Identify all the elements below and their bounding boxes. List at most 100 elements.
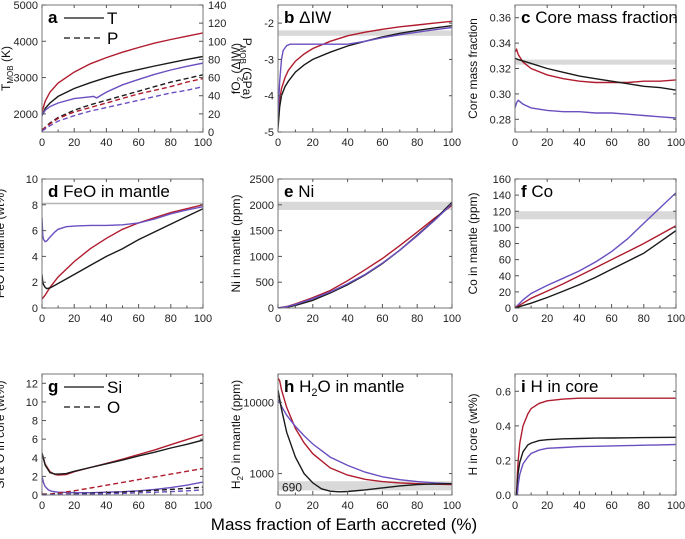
x-tick-label: 20 xyxy=(541,137,553,149)
series-line-red xyxy=(515,47,676,84)
series-line-purple xyxy=(42,206,203,243)
x-tick-label: 40 xyxy=(100,137,112,149)
y2-tick-label: 120 xyxy=(208,18,226,30)
y-tick-label: 6 xyxy=(32,434,38,446)
x-tick-label: 60 xyxy=(132,500,144,512)
y-tick-label: 160 xyxy=(493,174,511,186)
y2-tick-label: 60 xyxy=(208,73,220,85)
x-tick-label: 0 xyxy=(39,500,45,512)
y2-tick-label: 40 xyxy=(208,91,220,103)
y-axis-label: Core mass fraction xyxy=(466,18,480,119)
series-line-o-purple xyxy=(42,489,203,495)
series-line-black xyxy=(515,57,676,91)
legend-label-t: T xyxy=(107,9,117,28)
y-tick-label: 0 xyxy=(32,303,38,315)
y2-tick-label: 140 xyxy=(208,0,226,12)
y-tick-label: 2500 xyxy=(250,174,274,186)
x-tick-label: 20 xyxy=(68,313,80,325)
series-line-purple xyxy=(278,26,452,114)
y-tick-label: -2 xyxy=(264,18,274,30)
x-tick-label: 40 xyxy=(573,137,585,149)
y-tick-label: 0 xyxy=(268,303,274,315)
series-line-p-black xyxy=(42,74,203,131)
series-line-o-black xyxy=(42,486,203,495)
x-tick-label: 40 xyxy=(100,500,112,512)
panel-a: 0 20 40 60 80 100 2000 3000 4000 5000 0 20 40 60 80 100… xyxy=(0,0,254,149)
y-tick-label: 0.36 xyxy=(490,13,511,25)
series-line-black xyxy=(515,230,676,308)
panel-title: g xyxy=(48,377,58,396)
x-tick-label: 80 xyxy=(165,500,177,512)
x-tick-label: 100 xyxy=(443,313,461,325)
panel-title: e Ni xyxy=(284,182,314,201)
reference-band xyxy=(278,30,452,36)
y2-tick-label: 80 xyxy=(208,54,220,66)
x-tick-label: 60 xyxy=(132,137,144,149)
panel-title: d FeO in mantle xyxy=(48,182,170,201)
y2-tick-label: 0 xyxy=(208,127,214,139)
panel-title: b ΔIW xyxy=(284,8,331,27)
band-annotation: 690 xyxy=(282,480,302,494)
y-tick-label: 10000 xyxy=(243,397,274,409)
y-axis-label: FeO in mantle (wt%) xyxy=(0,189,7,298)
y-tick-label: 0.2 xyxy=(496,455,511,467)
shared-x-axis-label: Mass fraction of Earth accreted (%) xyxy=(211,515,477,534)
x-tick-label: 60 xyxy=(605,313,617,325)
x-tick-label: 60 xyxy=(376,137,388,149)
series-line-red xyxy=(42,204,203,300)
x-tick-label: 0 xyxy=(39,313,45,325)
y-tick-label: -5 xyxy=(264,127,274,139)
series-line-black xyxy=(278,201,452,308)
panel-g: 0 20 40 60 80 100 0 2 4 6 8 10 12 Si & O in core (wt%… xyxy=(0,373,212,512)
x-tick-label: 0 xyxy=(39,137,45,149)
y-tick-label: 0 xyxy=(32,490,38,502)
x-tick-label: 100 xyxy=(667,137,685,149)
y-tick-label: 1500 xyxy=(250,226,274,238)
reference-band xyxy=(515,211,676,220)
y-tick-label: 0 xyxy=(505,303,511,315)
y-tick-label: 0.28 xyxy=(490,114,511,126)
y-tick-label: 140 xyxy=(493,190,511,202)
x-tick-label: 40 xyxy=(100,313,112,325)
y-tick-label: 12 xyxy=(26,378,38,390)
y-axis-label: Ni in mantle (ppm) xyxy=(229,194,243,292)
series-line-si-purple xyxy=(42,476,203,494)
y-tick-label: 0.30 xyxy=(490,89,511,101)
series-line-o-red xyxy=(42,467,203,495)
y2-tick-label: 100 xyxy=(208,36,226,48)
series-line-p-red xyxy=(42,77,203,131)
x-tick-label: 100 xyxy=(443,137,461,149)
panel-i: 0 20 40 60 80 100 0.0 0.2 0.4 0.6 H in core (wt%) i… xyxy=(466,373,685,512)
y-axis-label: fO2 (ΔIW) xyxy=(229,43,245,94)
y-tick-label: 500 xyxy=(256,277,274,289)
x-tick-label: 60 xyxy=(376,500,388,512)
series-line-red xyxy=(515,225,676,308)
series-line-t-red xyxy=(42,32,203,113)
y-tick-label: 0.0 xyxy=(496,490,511,502)
x-tick-label: 60 xyxy=(132,313,144,325)
x-tick-label: 20 xyxy=(307,313,319,325)
y-tick-label: 0.6 xyxy=(496,386,511,398)
y-tick-label: 40 xyxy=(499,271,511,283)
y-tick-label: 8 xyxy=(32,416,38,428)
series-line-t-purple xyxy=(42,62,203,117)
y-tick-label: 0.4 xyxy=(496,421,511,433)
y2-tick-label: 20 xyxy=(208,109,220,121)
y2-axis-label: PMOB (GPa) xyxy=(238,38,254,100)
panel-d: 0 20 40 60 80 100 0 2 4 6 8 10 FeO in mantle (wt%) d … xyxy=(0,174,212,325)
x-tick-label: 100 xyxy=(667,500,685,512)
reference-band xyxy=(278,201,452,210)
x-tick-label: 60 xyxy=(376,313,388,325)
reference-band xyxy=(515,59,676,65)
x-tick-label: 100 xyxy=(194,500,212,512)
y-tick-label: 10 xyxy=(26,174,38,186)
panel-title: h H2O in mantle xyxy=(284,377,404,399)
y-axis-label: TMOB (K) xyxy=(0,46,15,91)
panel-title: a xyxy=(48,8,58,27)
series-line-red xyxy=(278,377,452,486)
series-line-red xyxy=(515,397,676,495)
y-tick-label: 1000 xyxy=(250,469,274,481)
x-tick-label: 80 xyxy=(165,137,177,149)
x-tick-label: 0 xyxy=(512,137,518,149)
